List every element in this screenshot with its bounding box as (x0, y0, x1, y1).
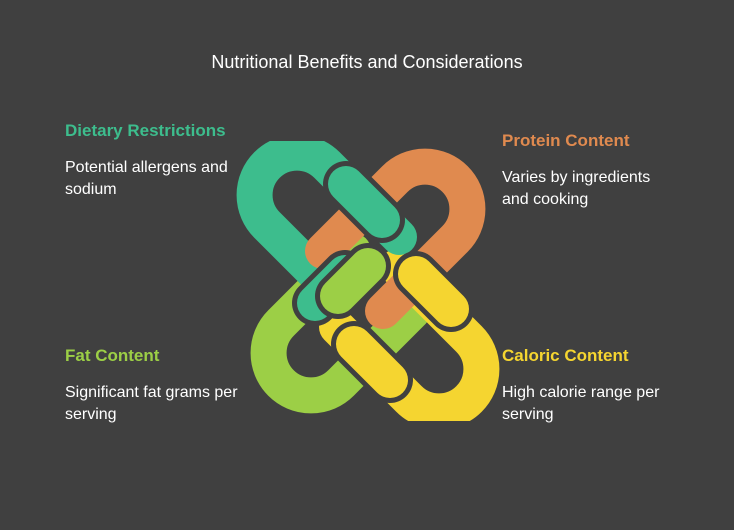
knot-icon (227, 141, 507, 421)
quadrant-protein-content: Protein Content Varies by ingredients an… (502, 130, 677, 210)
quadrant-desc: High calorie range per serving (502, 382, 677, 425)
quadrant-desc: Varies by ingredients and cooking (502, 167, 677, 210)
quadrant-heading: Caloric Content (502, 345, 677, 368)
page-title: Nutritional Benefits and Considerations (0, 52, 734, 73)
quadrant-caloric-content: Caloric Content High calorie range per s… (502, 345, 677, 425)
quadrant-dietary-restrictions: Dietary Restrictions Potential allergens… (65, 120, 240, 200)
quadrant-desc: Significant fat grams per serving (65, 382, 240, 425)
quadrant-heading: Dietary Restrictions (65, 120, 240, 143)
quadrant-desc: Potential allergens and sodium (65, 157, 240, 200)
quadrant-heading: Fat Content (65, 345, 240, 368)
quadrant-fat-content: Fat Content Significant fat grams per se… (65, 345, 240, 425)
quadrant-heading: Protein Content (502, 130, 677, 153)
